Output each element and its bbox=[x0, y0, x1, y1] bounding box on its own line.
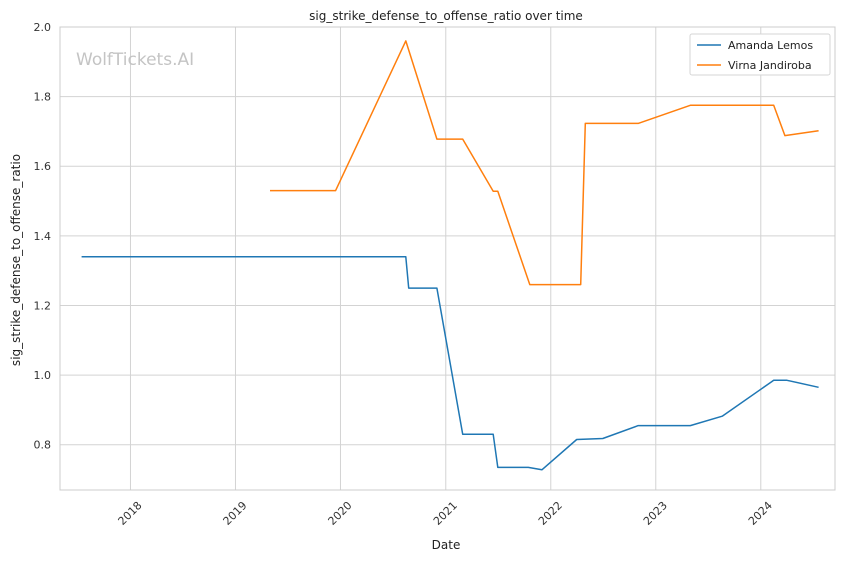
y-tick-label: 2.0 bbox=[34, 21, 52, 34]
watermark: WolfTickets.AI bbox=[76, 50, 194, 70]
y-tick-label: 1.0 bbox=[34, 369, 52, 382]
y-tick-label: 1.4 bbox=[34, 230, 52, 243]
series-line-virna-jandiroba bbox=[270, 40, 819, 286]
legend-label-virna-jandiroba: Virna Jandiroba bbox=[728, 59, 812, 72]
y-tick-label: 0.8 bbox=[34, 439, 52, 452]
x-tick-label: 2020 bbox=[326, 499, 355, 528]
legend-box bbox=[689, 33, 831, 76]
series-line-amanda-lemos bbox=[81, 256, 819, 471]
plot-area-frame bbox=[59, 26, 836, 491]
x-tick-label: 2024 bbox=[746, 499, 775, 528]
y-tick-label: 1.8 bbox=[34, 91, 52, 104]
y-axis-ticks: 0.8 1.0 1.2 1.4 1.6 1.8 2.0 bbox=[34, 21, 52, 452]
chart-title: sig_strike_defense_to_offense_ratio over… bbox=[309, 9, 583, 23]
y-tick-label: 1.6 bbox=[34, 160, 52, 173]
x-tick-label: 2023 bbox=[641, 499, 670, 528]
x-axis-label: Date bbox=[432, 538, 461, 552]
legend-label-amanda-lemos: Amanda Lemos bbox=[728, 39, 813, 52]
grid bbox=[60, 26, 835, 490]
x-tick-label: 2022 bbox=[536, 499, 565, 528]
y-axis-label: sig_strike_defense_to_offense_ratio bbox=[9, 154, 23, 366]
x-tick-label: 2019 bbox=[221, 499, 250, 528]
x-tick-label: 2018 bbox=[116, 499, 145, 528]
y-tick-label: 1.2 bbox=[34, 299, 52, 312]
x-tick-label: 2021 bbox=[431, 499, 460, 528]
legend: Amanda Lemos Virna Jandiroba bbox=[689, 33, 831, 76]
series-layer bbox=[81, 40, 819, 471]
x-axis-ticks: 2018 2019 2020 2021 2022 2023 2024 bbox=[116, 499, 775, 528]
